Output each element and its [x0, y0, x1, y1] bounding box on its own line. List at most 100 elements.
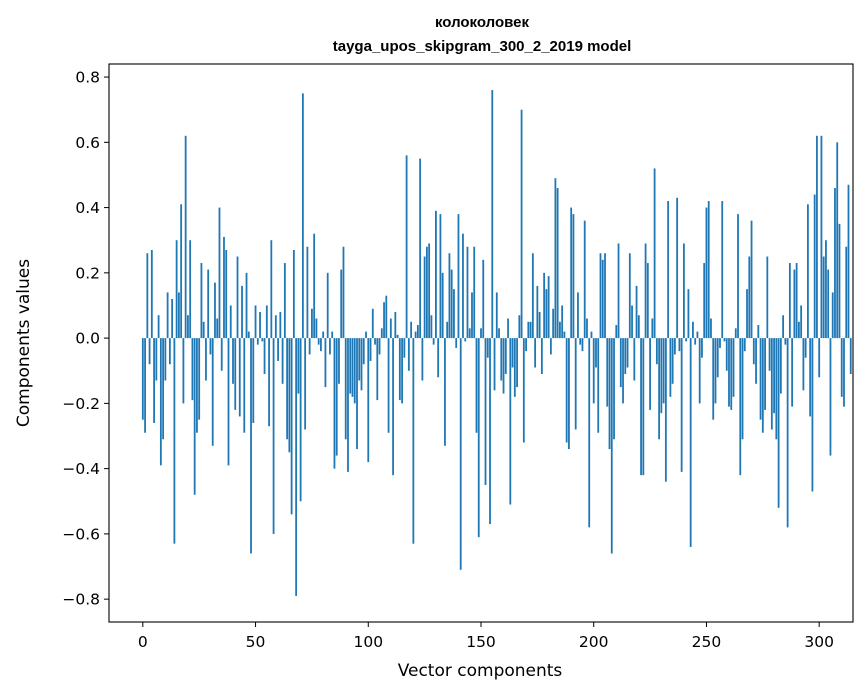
bar-198: [588, 338, 591, 528]
bar-7: [157, 315, 160, 339]
bar-161: [504, 338, 507, 374]
bar-247: [698, 338, 701, 404]
bar-238: [678, 338, 681, 352]
bar-11: [166, 292, 169, 339]
bar-138: [453, 289, 455, 339]
y-axis-label: Components values: [14, 259, 34, 427]
bar-17: [180, 204, 183, 339]
bar-111: [392, 338, 394, 476]
bar-36: [223, 236, 225, 339]
bar-0: [141, 338, 144, 420]
bar-233: [667, 201, 670, 339]
x-axis-label: Vector components: [398, 661, 563, 681]
bar-254: [714, 338, 717, 404]
bar-196: [583, 220, 586, 339]
bar-20: [187, 315, 189, 339]
bar-139: [455, 338, 458, 348]
bar-267: [743, 338, 746, 352]
bar-33: [216, 318, 219, 339]
bar-60: [277, 338, 279, 361]
bar-153: [486, 338, 489, 358]
bar-181: [549, 338, 552, 355]
bar-79: [320, 338, 322, 352]
bar-83: [329, 338, 331, 355]
bar-16: [177, 292, 180, 339]
bar-40: [232, 338, 234, 384]
bar-200: [592, 338, 595, 404]
bar-280: [773, 338, 775, 414]
bar-72: [304, 338, 307, 430]
bar-209: [613, 338, 615, 440]
bar-47: [247, 331, 250, 339]
bar-109: [387, 338, 390, 433]
bar-305: [829, 338, 832, 456]
bar-78: [317, 338, 320, 345]
bar-49: [252, 338, 255, 423]
bar-258: [723, 338, 726, 342]
bar-130: [435, 210, 437, 339]
bar-66: [290, 338, 293, 515]
bar-259: [725, 338, 728, 371]
bar-2: [146, 253, 149, 339]
bar-88: [340, 269, 343, 339]
bar-192: [574, 338, 577, 430]
bar-217: [631, 305, 633, 339]
bar-58: [272, 338, 275, 534]
bar-257: [721, 201, 724, 339]
bar-150: [480, 328, 482, 339]
bar-166: [516, 338, 518, 388]
bar-73: [306, 246, 309, 339]
bar-146: [471, 292, 473, 339]
y-tick-label: 0.6: [75, 134, 100, 152]
bar-261: [730, 338, 733, 410]
bar-294: [804, 338, 807, 358]
bar-279: [770, 338, 773, 430]
bar-167: [518, 315, 521, 339]
bar-184: [556, 188, 559, 339]
bar-85: [333, 338, 336, 469]
bar-197: [586, 318, 588, 339]
bar-244: [692, 321, 694, 339]
bar-246: [696, 331, 699, 339]
bar-103: [374, 338, 376, 345]
bar-55: [265, 305, 268, 339]
bar-106: [380, 328, 383, 339]
bar-281: [775, 338, 778, 440]
bar-14: [173, 338, 176, 544]
bar-140: [457, 214, 460, 339]
bar-46: [245, 272, 248, 339]
bar-76: [313, 233, 316, 339]
bar-307: [834, 188, 836, 339]
bar-183: [554, 178, 557, 339]
bar-165: [513, 338, 516, 397]
bar-116: [403, 338, 406, 358]
bar-306: [831, 292, 834, 339]
bar-168: [520, 109, 523, 339]
bar-108: [385, 295, 388, 339]
bar-29: [207, 269, 210, 339]
bar-175: [536, 285, 539, 339]
y-tick-label: 0.2: [75, 264, 100, 282]
bar-297: [811, 338, 814, 492]
bar-157: [495, 292, 498, 339]
bar-232: [664, 338, 667, 482]
bar-21: [189, 240, 192, 339]
bar-44: [241, 285, 243, 339]
x-axis: 0 50 100 150 200 250 300: [138, 622, 834, 651]
bar-203: [599, 253, 602, 339]
bar-170: [525, 338, 527, 352]
bar-8: [159, 338, 162, 466]
bar-126: [425, 246, 428, 339]
x-tick-label: 0: [138, 633, 148, 651]
bar-208: [610, 338, 613, 554]
bar-190: [570, 207, 573, 339]
bar-185: [559, 321, 561, 339]
bar-159: [500, 338, 503, 381]
bar-25: [198, 338, 201, 420]
bar-118: [407, 338, 410, 371]
bar-28: [205, 338, 207, 381]
bar-231: [662, 338, 665, 404]
bar-283: [779, 338, 782, 394]
bar-212: [619, 338, 622, 388]
